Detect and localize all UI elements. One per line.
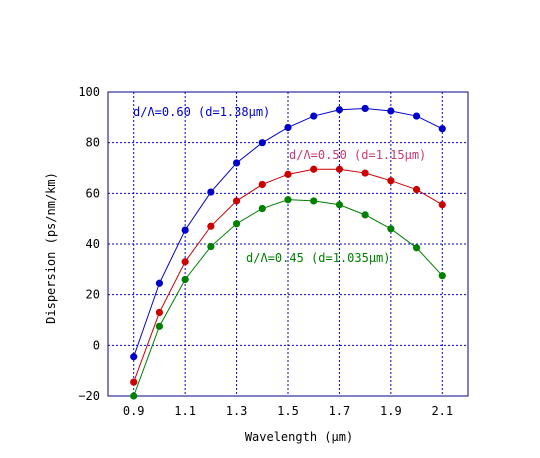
y-tick-label: 0 (93, 338, 100, 352)
y-axis-label: Dispersion (ps/nm/km) (44, 172, 58, 324)
series-1-point (258, 180, 266, 189)
y-tick-label: 20 (86, 288, 100, 302)
y-tick-label: 80 (86, 136, 100, 150)
x-tick-label: 2.1 (431, 404, 453, 418)
series-group (130, 104, 446, 400)
series-2-point (258, 204, 266, 213)
x-tick-label: 1.3 (226, 404, 248, 418)
series-2-point (232, 220, 241, 228)
series-1-point (207, 222, 215, 230)
series-1-point (155, 308, 164, 316)
x-tick-label: 0.9 (123, 404, 145, 418)
series-0-point (155, 279, 164, 287)
annotation-d-ratio-0-45: d/Λ=0.45 (d=1.035μm) (246, 251, 391, 265)
x-tick-label: 1.1 (174, 404, 196, 418)
series-0-point (181, 226, 189, 234)
series-1-point (387, 177, 395, 185)
y-tick-label: −20 (78, 389, 100, 403)
series-1-point (310, 165, 318, 173)
series-0-point (310, 112, 318, 120)
series-2-point (438, 272, 446, 280)
y-tick-label: 40 (86, 237, 100, 251)
series-0-point (438, 125, 446, 133)
plot-area-frame (107, 91, 469, 397)
annotation-d-ratio-0-60: d/Λ=0.60 (d=1.38μm) (133, 105, 270, 119)
series-2-point (335, 201, 344, 209)
series-0-point (335, 106, 344, 114)
x-tick-label: 1.9 (380, 404, 402, 418)
series-1-point (284, 170, 292, 178)
series-2-point (412, 244, 421, 252)
series-0-point (387, 107, 395, 115)
series-1-point (438, 201, 446, 209)
series-1-point (181, 258, 189, 266)
series-2-point (130, 392, 138, 400)
series-0-point (412, 112, 421, 120)
x-tick-label: 1.7 (329, 404, 351, 418)
series-0-point (258, 139, 266, 147)
grid-lines (108, 92, 468, 396)
series-2-point (284, 196, 292, 204)
series-1-point (335, 165, 344, 173)
x-axis-label: Wavelength (μm) (245, 430, 353, 444)
series-0-point (130, 353, 138, 361)
x-axis-ticks: 0.9 1.1 1.3 1.5 1.7 1.9 2.1 (123, 404, 453, 418)
series-0-point (361, 104, 369, 113)
series-2-point (181, 275, 189, 284)
annotation-d-ratio-0-50: d/Λ=0.50 (d=1.15μm) (289, 148, 426, 162)
y-tick-label: 100 (78, 85, 100, 99)
series-0-point (207, 188, 215, 196)
series-1-point (232, 197, 241, 205)
series-2-point (310, 197, 318, 205)
series-0-point (284, 123, 292, 132)
series-2-point (155, 322, 164, 330)
series-0-point (232, 159, 241, 167)
series-2-point (207, 242, 215, 251)
series-2-point (387, 225, 395, 233)
x-tick-label: 1.5 (277, 404, 299, 418)
series-2-point (361, 211, 369, 219)
y-axis-ticks: −20 0 20 40 60 80 100 (78, 85, 100, 403)
y-tick-label: 60 (86, 186, 100, 200)
series-1-point (361, 169, 369, 177)
series-1-point (412, 185, 421, 194)
series-1-point (130, 378, 138, 386)
